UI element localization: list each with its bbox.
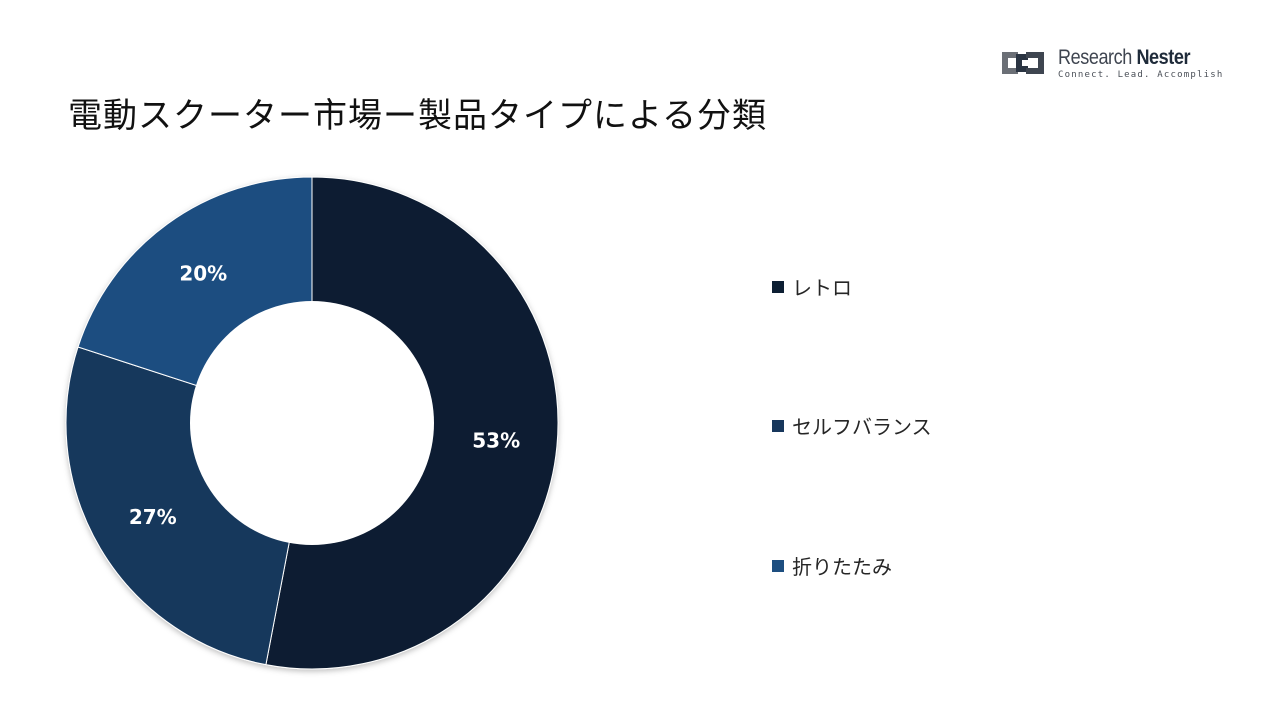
chart-title: 電動スクーター市場ー製品タイプによる分類 xyxy=(68,96,767,136)
legend-swatch xyxy=(772,419,784,432)
legend-item-3: 折りたたみ xyxy=(772,551,892,580)
logo-name: Research Nester xyxy=(1058,46,1191,69)
data-label-2: 27% xyxy=(129,505,177,529)
legend-label: セルフバランス xyxy=(792,415,932,439)
legend-label: レトロ xyxy=(792,276,852,300)
donut-chart: 53% 27% 20% xyxy=(65,176,559,670)
research-nester-logo: Research Nester Connect. Lead. Accomplis… xyxy=(998,44,1238,84)
data-label-1: 53% xyxy=(472,428,520,452)
legend-item-1: レトロ xyxy=(772,272,852,301)
legend-item-2: セルフバランス xyxy=(772,411,932,440)
data-label-3: 20% xyxy=(179,261,227,285)
logo-tagline: Connect. Lead. Accomplish xyxy=(1058,70,1224,80)
legend-swatch xyxy=(772,280,784,293)
legend-swatch xyxy=(772,559,784,572)
legend-label: 折りたたみ xyxy=(792,555,892,579)
logo-mark-icon xyxy=(1002,52,1044,74)
